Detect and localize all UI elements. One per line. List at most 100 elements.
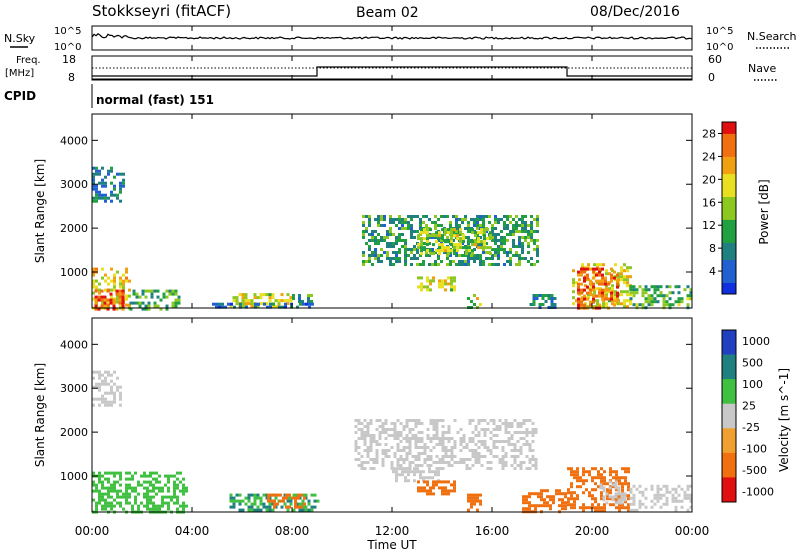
heatmap-cell [250, 502, 254, 506]
ytick-label: 2000 [60, 222, 88, 235]
heatmap-cell [510, 449, 514, 452]
heatmap-cell [182, 492, 185, 496]
heatmap-cell [624, 500, 627, 504]
heatmap-cell [122, 279, 125, 283]
heatmap-cell [525, 455, 529, 458]
heatmap-cell [614, 290, 617, 294]
heatmap-cell [107, 391, 110, 395]
colorbar-tick-label: -1000 [742, 485, 774, 498]
heatmap-cell [616, 294, 619, 298]
search-tick-bottom: 10^0 [706, 42, 733, 53]
heatmap-cell [614, 278, 617, 282]
heatmap-cell [462, 434, 466, 437]
heatmap-cell [629, 266, 632, 270]
heatmap-cell [164, 474, 167, 478]
heatmap-cell [528, 446, 532, 449]
heatmap-cell [623, 498, 627, 502]
heatmap-cell [308, 305, 311, 309]
heatmap-cell [647, 303, 651, 307]
heatmap-cell [420, 489, 423, 493]
heatmap-cell [274, 496, 278, 500]
heatmap-cell [107, 480, 110, 484]
heatmap-cell [286, 293, 290, 297]
heatmap-cell [582, 479, 585, 483]
heatmap-cell [241, 499, 245, 503]
heatmap-cell [389, 242, 392, 245]
heatmap-cell [398, 236, 401, 239]
heatmap-cell [650, 505, 654, 509]
heatmap-cell [377, 221, 380, 224]
heatmap-cell [429, 464, 433, 467]
heatmap-cell [116, 385, 119, 389]
heatmap-cell [402, 437, 406, 440]
heatmap-cell [393, 431, 397, 434]
heatmap-cell [398, 248, 401, 251]
heatmap-cell [611, 299, 614, 303]
heatmap-cell [558, 498, 561, 502]
heatmap-cell [404, 245, 407, 248]
heatmap-cell [462, 440, 466, 443]
heatmap-cell [119, 394, 122, 398]
heatmap-cell [467, 236, 470, 239]
heatmap-cell [110, 193, 113, 197]
heatmap-cell [360, 455, 364, 458]
heatmap-cell [375, 455, 379, 458]
heatmap-cell [468, 228, 471, 232]
heatmap-cell [500, 230, 503, 233]
heatmap-cell [238, 493, 242, 497]
heatmap-cell [423, 458, 427, 461]
heatmap-cell [540, 504, 543, 508]
heatmap-cell [357, 452, 361, 455]
heatmap-cell [432, 461, 436, 464]
heatmap-cell [104, 492, 107, 496]
heatmap-cell [185, 486, 188, 490]
heatmap-cell [596, 281, 599, 285]
heatmap-cell [624, 482, 627, 486]
heatmap-cell [588, 494, 591, 498]
heatmap-cell [416, 263, 419, 266]
heatmap-cell [476, 254, 479, 257]
heatmap-cell [468, 246, 471, 250]
heatmap-cell [516, 455, 520, 458]
heatmap-cell [576, 485, 579, 489]
heatmap-cell [92, 279, 95, 283]
heatmap-cell [614, 483, 618, 487]
heatmap-cell [372, 440, 376, 443]
heatmap-cell [423, 452, 427, 455]
heatmap-cell [540, 495, 543, 499]
heatmap-cell [360, 422, 364, 425]
heatmap-cell [152, 483, 155, 487]
heatmap-cell [608, 480, 612, 484]
heatmap-cell [262, 293, 266, 297]
heatmap-cell [158, 480, 161, 484]
heatmap-cell [282, 496, 285, 500]
heatmap-cell [444, 437, 448, 440]
heatmap-cell [444, 282, 447, 286]
heatmap-cell [423, 231, 426, 235]
heatmap-cell [531, 434, 535, 437]
heatmap-cell [591, 503, 594, 507]
heatmap-cell [129, 301, 133, 305]
heatmap-cell [413, 257, 416, 260]
heatmap-cell [441, 440, 445, 443]
colorbar-tick-label: 25 [742, 399, 756, 412]
heatmap-cell [477, 434, 481, 437]
heatmap-cell [98, 376, 101, 380]
heatmap-cell [384, 449, 388, 452]
heatmap-cell [431, 248, 434, 251]
heatmap-cell [474, 443, 478, 446]
heatmap-cell [232, 505, 236, 509]
heatmap-cell [471, 452, 475, 455]
heatmap-cell [384, 428, 388, 431]
heatmap-cell [614, 486, 618, 490]
heatmap-cell [618, 482, 621, 486]
heatmap-cell [629, 297, 633, 301]
heatmap-cell [530, 236, 533, 239]
heatmap-cell [477, 246, 480, 250]
heatmap-cell [479, 236, 482, 239]
heatmap-cell [303, 496, 306, 500]
heatmap-cell [564, 504, 567, 508]
heatmap-cell [104, 501, 107, 505]
heatmap-cell [464, 227, 467, 230]
